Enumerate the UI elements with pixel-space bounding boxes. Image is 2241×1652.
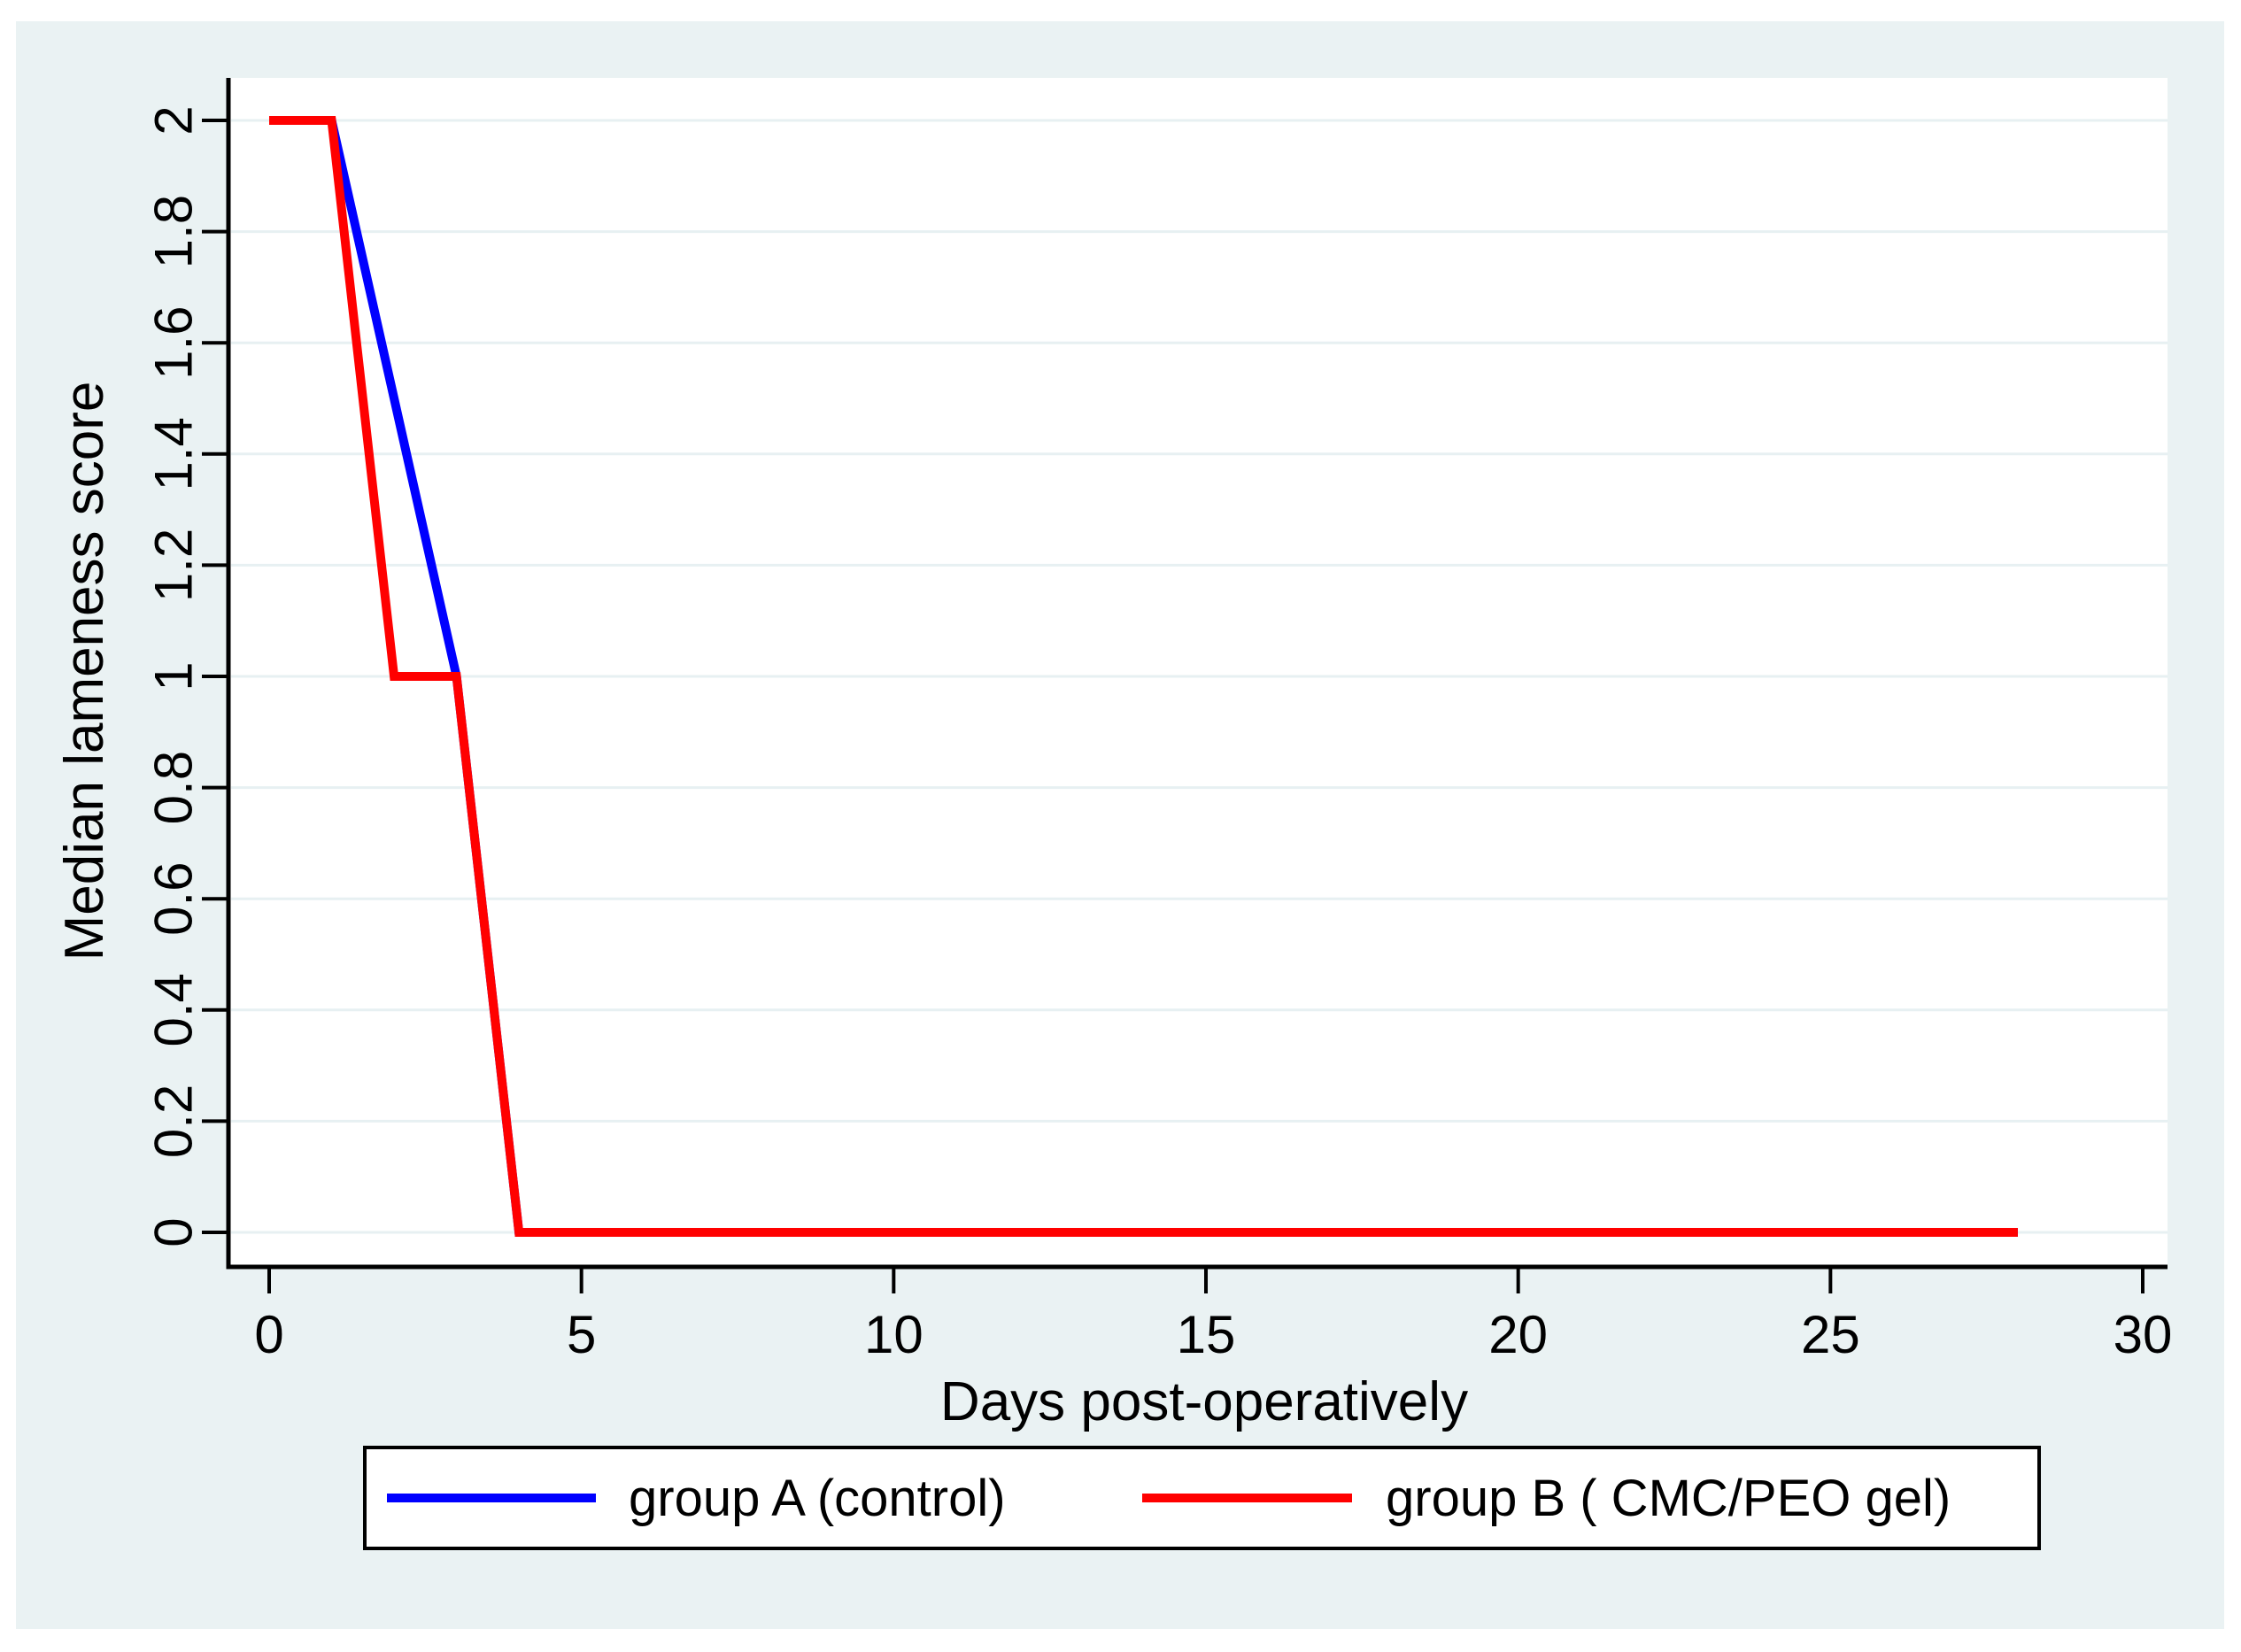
x-tick-label: 15 <box>1177 1305 1236 1364</box>
y-tick-label: 1 <box>144 661 204 691</box>
y-tick-label: 0.6 <box>144 861 204 935</box>
y-tick-label: 0.8 <box>144 751 204 824</box>
x-tick-label: 10 <box>864 1305 923 1364</box>
y-axis-title: Median lameness score <box>54 382 115 961</box>
legend: group A (control) group B ( CMC/PEO gel) <box>363 1446 2041 1550</box>
x-tick-label: 20 <box>1488 1305 1548 1364</box>
y-tick-label: 1.4 <box>144 417 204 490</box>
x-tick-label: 0 <box>254 1305 283 1364</box>
y-tick-label: 2 <box>144 105 204 135</box>
y-tick-label: 0.4 <box>144 973 204 1046</box>
y-tick-label: 0 <box>144 1217 204 1247</box>
axes <box>226 78 2168 1270</box>
series-line-group-b <box>269 116 2018 1237</box>
y-tick-label: 1.2 <box>144 529 204 602</box>
tick-labels: 00.20.40.60.811.21.41.61.820 5 10 15 20 25 30 <box>144 105 2173 1364</box>
y-tick-label: 0.2 <box>144 1085 204 1158</box>
y-gridlines <box>231 119 2168 1234</box>
x-tick-label: 5 <box>567 1305 596 1364</box>
plot-area-background <box>228 78 2168 1267</box>
legend-label-group-b: group B ( CMC/PEO gel) <box>1386 1470 1951 1527</box>
x-tick-label: 25 <box>1801 1305 1860 1364</box>
legend-label-group-a: group A (control) <box>629 1470 1006 1527</box>
x-axis-title: Days post-operatively <box>940 1371 1468 1432</box>
x-tick-label: 30 <box>2113 1305 2173 1364</box>
y-tick-label: 1.8 <box>144 195 204 268</box>
y-tick-label: 1.6 <box>144 305 204 379</box>
data-series <box>269 116 2018 1237</box>
tick-marks <box>202 119 2144 1293</box>
